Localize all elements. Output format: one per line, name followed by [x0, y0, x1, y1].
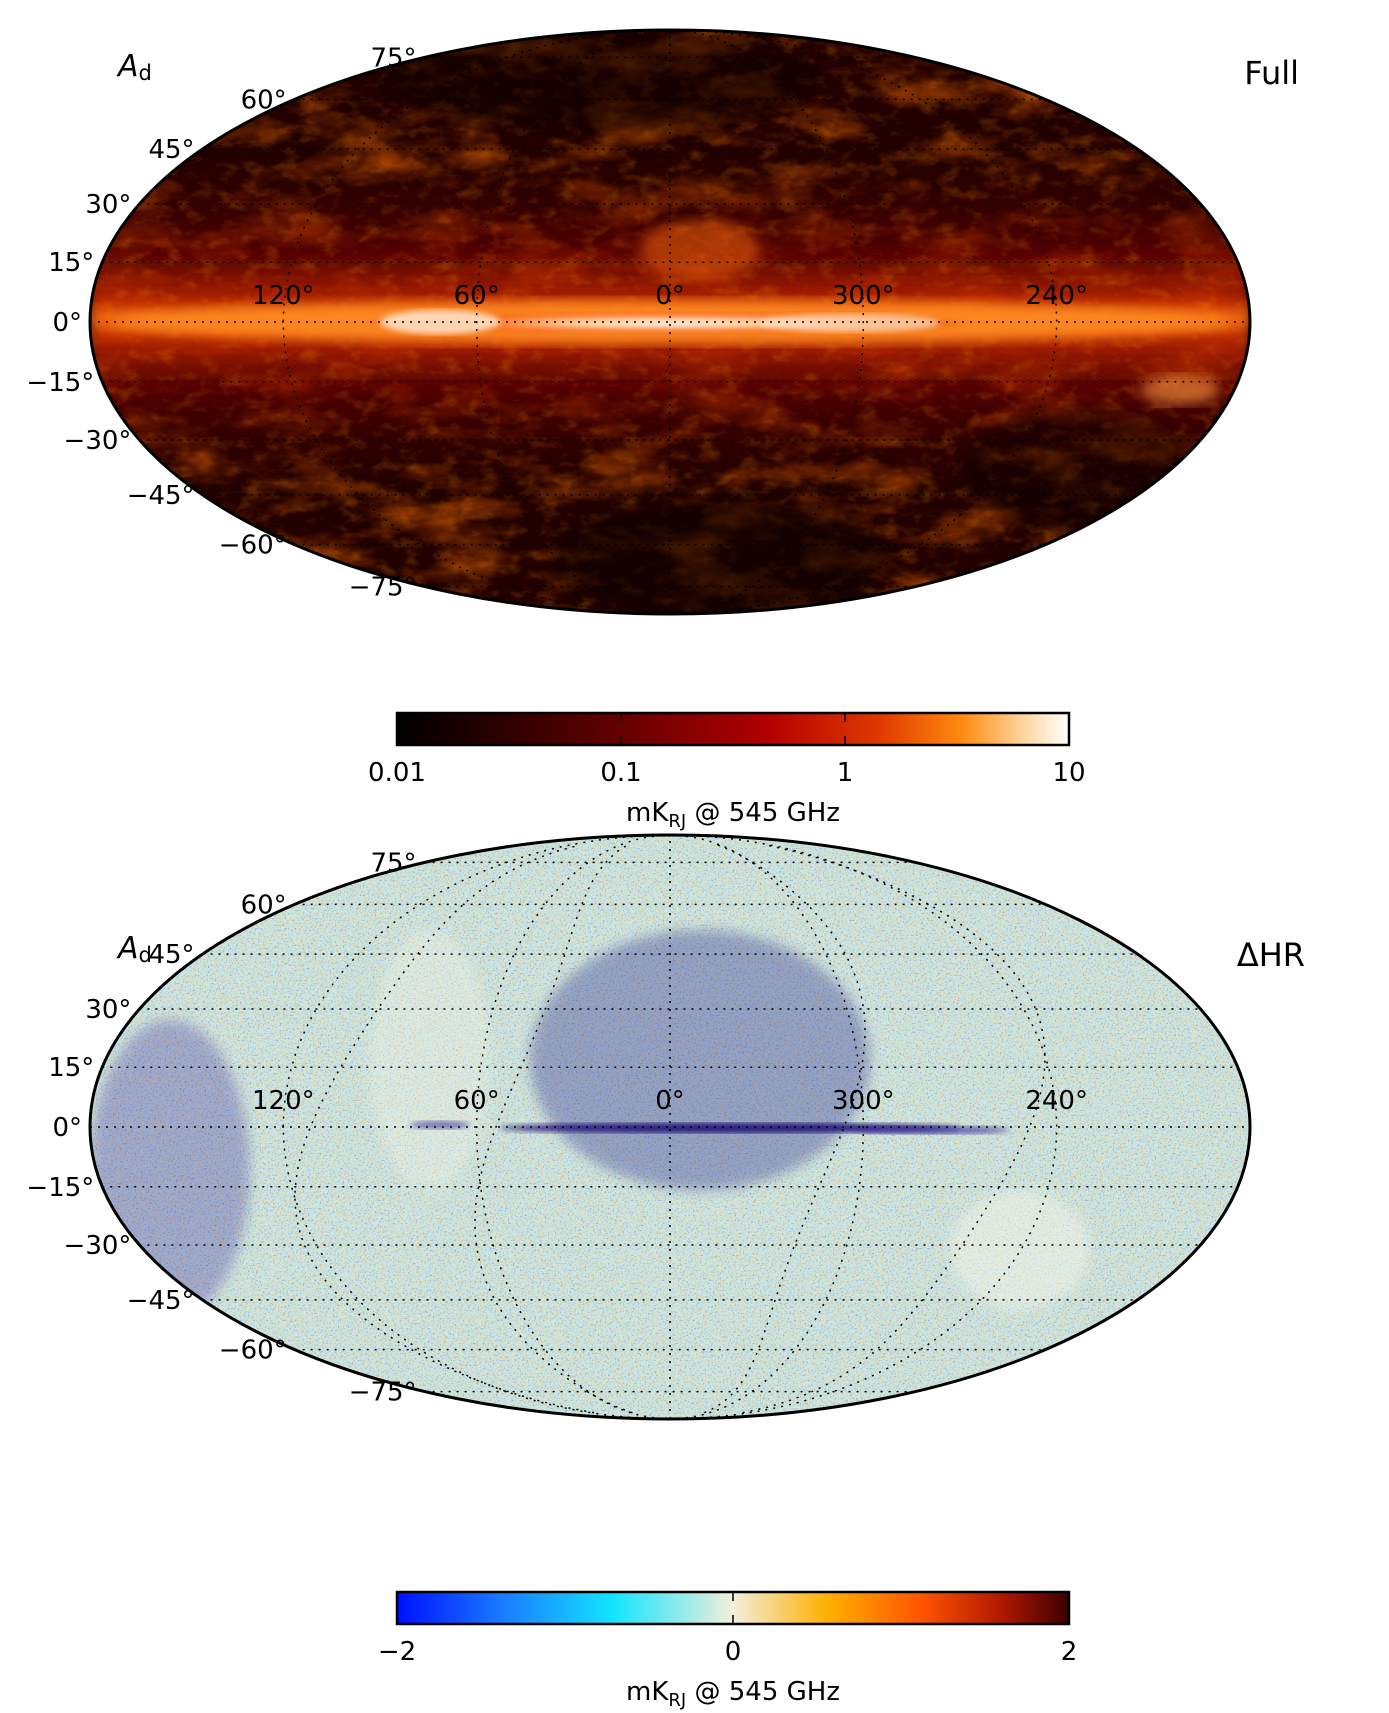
latitude-label: −60°	[219, 1336, 287, 1366]
latitude-label: 0°	[52, 1113, 82, 1143]
graticule-meridian	[669, 29, 1058, 615]
full-colorbar-title-main: mK	[626, 798, 669, 828]
diff-panel-symbol: Ad	[116, 931, 152, 967]
colorbar-tick-label: 0	[725, 1637, 742, 1667]
full-map-graticule	[90, 29, 1250, 615]
graticule-meridian	[669, 834, 865, 1420]
latitude-label: −30°	[64, 1231, 132, 1261]
latitude-label: 30°	[85, 190, 131, 220]
latitude-label: 75°	[370, 43, 416, 73]
longitude-label: 0°	[655, 281, 685, 311]
latitude-label: −75°	[349, 1378, 417, 1408]
diff-map-latitude-labels: 75° 60° 45° 30° 15° 0° −15° −30° −45° −60° −75°	[26, 848, 416, 1407]
overlay-grid-line	[742, 844, 1046, 1414]
full-map-panel: 75°60°45°30°15°0°−15°−30°−45°−60°−75° 12…	[26, 28, 1299, 832]
longitude-label: 120°	[252, 281, 315, 311]
full-colorbar-title: mKRJ @ 545 GHz	[626, 798, 840, 832]
full-colorbar-title-sub: RJ	[668, 811, 686, 832]
latitude-label: 15°	[48, 248, 94, 278]
full-panel-label: Full	[1244, 54, 1299, 92]
diff-colorbar-title: mKRJ @ 545 GHz	[626, 1677, 840, 1711]
latitude-label: 0°	[52, 308, 82, 338]
graticule-meridian	[282, 834, 671, 1420]
diff-colorbar: −2 0 2 mKRJ @ 545 GHz	[378, 1590, 1077, 1711]
latitude-label: −75°	[349, 573, 417, 603]
full-colorbar-frame	[395, 711, 1071, 747]
latitude-label: 60°	[241, 85, 287, 115]
longitude-label: 300°	[832, 281, 895, 311]
latitude-label: −45°	[127, 1286, 195, 1316]
colorbar-tick-label: 10	[1052, 758, 1085, 788]
diff-colorbar-title-sub: RJ	[668, 1690, 686, 1711]
latitude-label: 45°	[148, 940, 194, 970]
full-panel-symbol-main: A	[116, 49, 139, 84]
latitude-label: −30°	[64, 426, 132, 456]
longitude-label: 120°	[252, 1086, 315, 1116]
latitude-label: 60°	[241, 890, 287, 920]
longitude-label: 300°	[832, 1086, 895, 1116]
diff-colorbar-ticks: −2 0 2	[378, 1592, 1077, 1667]
latitude-label: 15°	[48, 1053, 94, 1083]
latitude-label: −15°	[26, 368, 94, 398]
full-colorbar-gradient	[397, 713, 1069, 745]
graticule-meridian	[475, 834, 671, 1420]
overlay-grid-line	[704, 844, 866, 1414]
full-colorbar-title-rest: @ 545 GHz	[686, 798, 840, 828]
latitude-label: −15°	[26, 1173, 94, 1203]
diff-map-graticule	[90, 834, 1250, 1420]
diff-panel-symbol-sub: d	[139, 943, 152, 967]
latitude-label: 30°	[85, 995, 131, 1025]
colorbar-tick-label: −2	[378, 1637, 416, 1667]
longitude-label: 240°	[1025, 1086, 1088, 1116]
full-panel-symbol-sub: d	[139, 61, 152, 85]
diff-map-overlay-grid	[294, 844, 1046, 1414]
latitude-label: 45°	[148, 135, 194, 165]
diff-panel-symbol-main: A	[116, 931, 139, 966]
full-map-latitude-labels: 75° 60° 45° 30° 15° 0° −15° −30° −45° −60° −75°	[26, 43, 416, 602]
full-colorbar: 0.01 0.1 1 10 mKRJ @ 545 GHz	[368, 711, 1086, 832]
colorbar-tick-label: 2	[1061, 1637, 1078, 1667]
diff-colorbar-title-main: mK	[626, 1677, 669, 1707]
latitude-label: −60°	[219, 531, 287, 561]
full-map-outline	[88, 28, 1252, 616]
full-panel-symbol: Ad	[116, 49, 152, 85]
latitude-label: 75°	[370, 848, 416, 878]
longitude-label: 0°	[655, 1086, 685, 1116]
diff-panel-label: ΔHR	[1237, 936, 1305, 974]
full-map-image	[90, 30, 1250, 614]
latitude-label: −45°	[127, 481, 195, 511]
full-map-longitude-labels: 120° 60° 0° 300° 240°	[252, 281, 1088, 311]
longitude-label: 60°	[454, 1086, 500, 1116]
colorbar-tick-label: 0.1	[600, 758, 641, 788]
longitude-label: 60°	[454, 281, 500, 311]
colorbar-tick-label: 1	[837, 758, 854, 788]
diff-map-outline	[88, 833, 1252, 1421]
full-colorbar-ticks: 0.01 0.1 1 10	[368, 713, 1086, 788]
colorbar-tick-label: 0.01	[368, 758, 426, 788]
graticule-meridian	[475, 29, 671, 615]
longitude-label: 240°	[1025, 281, 1088, 311]
diff-map-panel: 75° 60° 45° 30° 15° 0° −15° −30° −45° −60° −75° 12…	[26, 833, 1305, 1711]
diff-map-longitude-labels: 120° 60° 0° 300° 240°	[252, 1086, 1088, 1116]
graticule-meridian	[669, 29, 865, 615]
graticule-meridian	[669, 834, 1058, 1420]
diff-colorbar-title-rest: @ 545 GHz	[686, 1677, 840, 1707]
graticule-meridian	[282, 29, 671, 615]
